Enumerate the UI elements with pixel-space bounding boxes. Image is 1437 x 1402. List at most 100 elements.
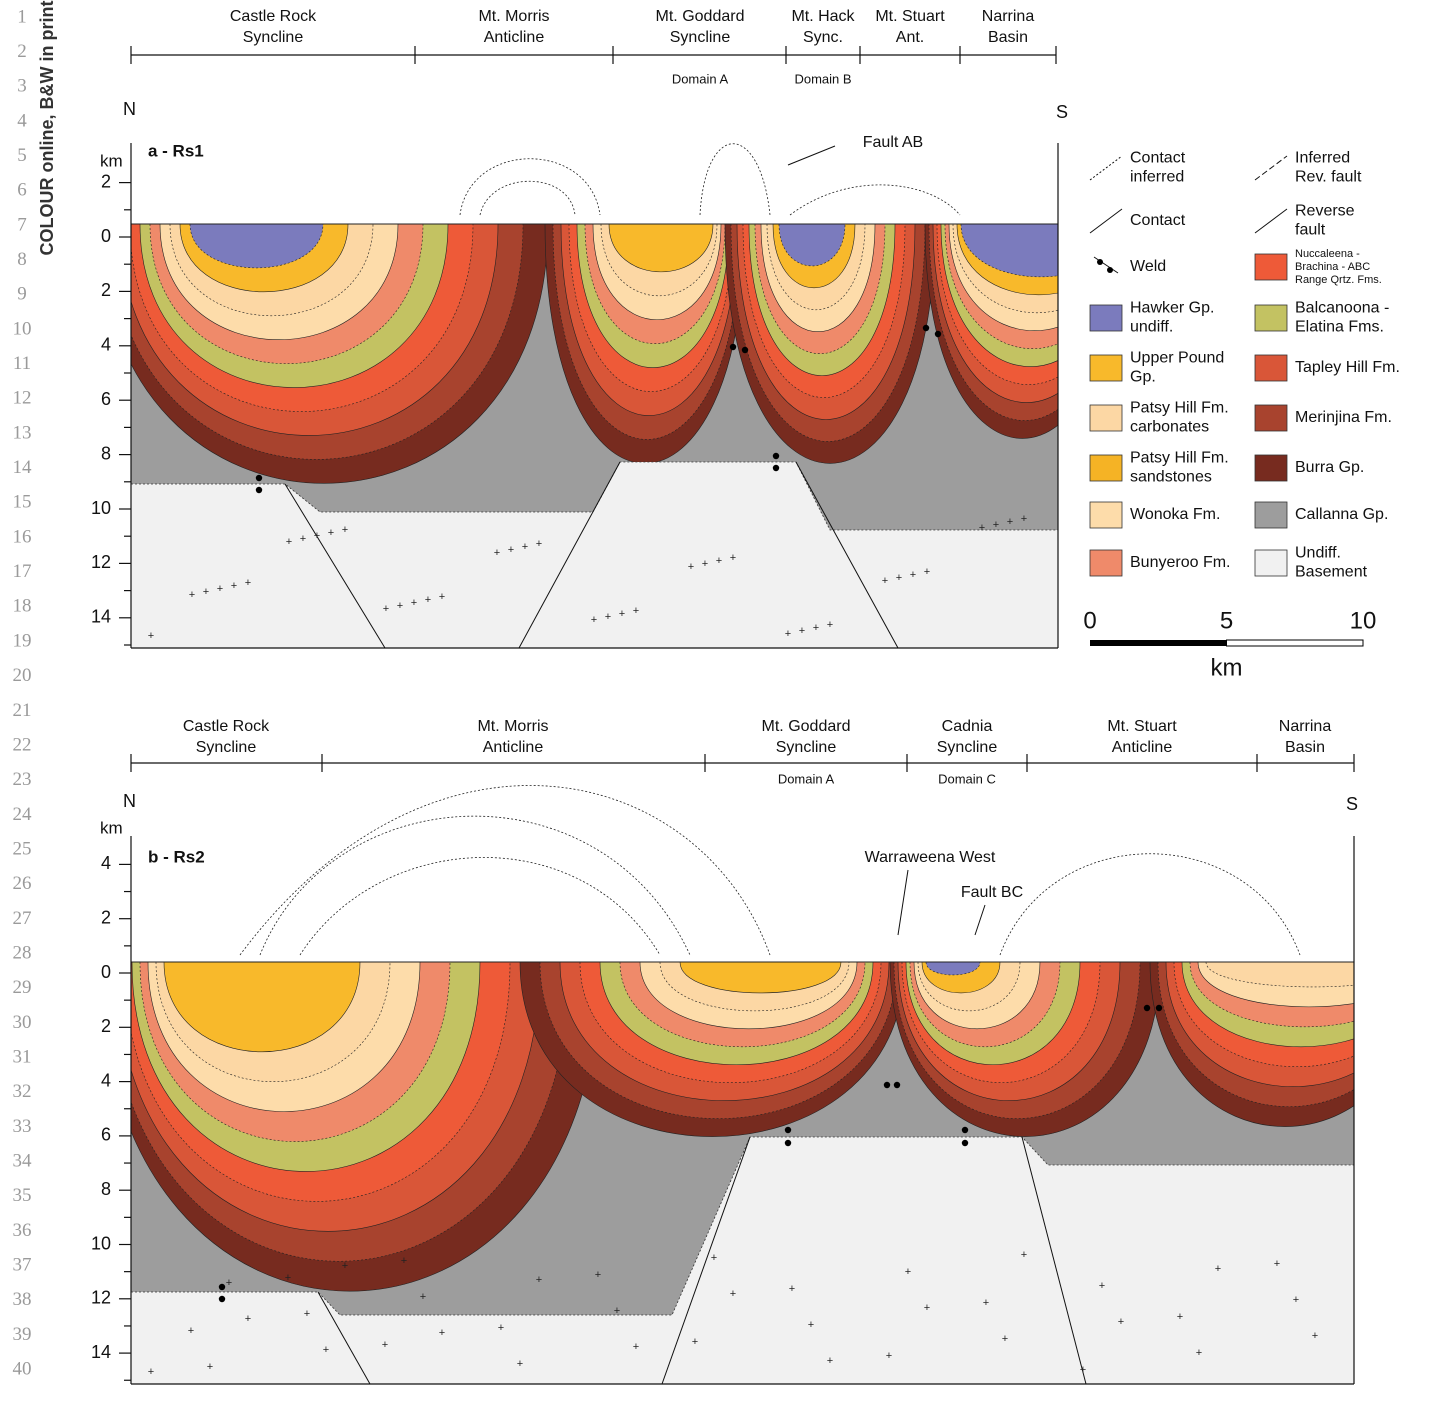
legend-label: Elatina Fms. [1295,319,1384,336]
basement-cross: + [508,544,514,556]
basement-cross: + [905,1266,911,1278]
basement-cross: + [439,591,445,603]
line-number: 15 [13,492,32,513]
basement-cross: + [1007,516,1013,528]
legend-symbol [1090,209,1122,233]
legend-label: Basement [1295,564,1368,581]
weld [935,331,941,337]
line-number: 14 [13,457,33,478]
line-number: 27 [13,908,32,929]
legend-label: Gp. [1130,369,1156,386]
weld [785,1140,791,1146]
basement-cross: + [382,1339,388,1351]
basement-cross: + [300,533,306,545]
basement-cross: + [633,1341,639,1353]
eroded-contact [300,857,660,955]
domain-name: Basin [1285,739,1325,756]
legend-label: Brachina - ABC [1295,261,1370,273]
legend-label: Contact [1130,150,1186,167]
legend-label: fault [1295,222,1326,239]
line-number: 4 [17,110,27,131]
line-number: 5 [17,145,27,166]
line-number: 21 [13,700,32,721]
domain-name: Anticline [483,739,544,756]
basement-cross: + [595,1269,601,1281]
line-number: 28 [13,942,32,963]
leader [898,870,908,935]
domain-name: Mt. Goddard [762,718,851,735]
line-number: 25 [13,838,32,859]
depth-tick-label: 12 [91,1288,111,1308]
line-number: 20 [13,665,32,686]
basement-cross: + [692,1336,698,1348]
basement-cross: + [498,1322,504,1334]
eroded-contact [1000,854,1300,955]
line-number: 32 [13,1081,32,1102]
basement-cross: + [425,594,431,606]
line-number: 17 [13,561,32,582]
basement-cross: + [910,569,916,581]
basement-cross: + [1293,1294,1299,1306]
legend-label: Balcanoona - [1295,300,1389,317]
legend-label: Patsy Hill Fm. [1130,400,1229,417]
basement-cross: + [1099,1280,1105,1292]
line-number: 6 [17,180,27,201]
legend-swatch [1090,455,1122,481]
legend-swatch [1090,405,1122,431]
legend-label: Wonoka Fm. [1130,506,1220,523]
domain-name: Castle Rock [183,718,270,735]
weld [773,465,779,471]
domain-name: Basin [988,29,1028,46]
legend-swatch [1090,305,1122,331]
panel-title: a - Rs1 [148,141,204,160]
basement-cross: + [383,603,389,615]
domain-name: Mt. Stuart [1107,718,1177,735]
basement-cross: + [522,541,528,553]
domain-label: Domain A [672,71,729,86]
depth-tick-label: 14 [91,1342,111,1362]
domain-name: Anticline [484,29,545,46]
legend-label: Weld [1130,258,1166,275]
depth-tick-label: 4 [101,335,111,355]
leader [975,905,985,935]
legend-label: Reverse [1295,203,1355,220]
basement-cross: + [1118,1316,1124,1328]
weld [962,1140,968,1146]
weld [742,347,748,353]
depth-tick-label: 8 [101,1179,111,1199]
line-number: 18 [13,596,32,617]
legend-symbol [1097,259,1103,265]
line-number: 10 [13,318,32,339]
basement-cross: + [1021,513,1027,525]
section-b-geology: ++++++++++++++++++++++++++++++++++++++++ [100,962,1420,1384]
legend-label: Patsy Hill Fm. [1130,450,1229,467]
weld [962,1127,968,1133]
basement-cross: + [1021,1249,1027,1261]
basement-cross: + [286,536,292,548]
domain-label: Domain A [778,771,835,786]
basement-cross: + [231,580,237,592]
legend-swatch [1255,550,1287,576]
line-number: 1 [17,6,27,27]
domain-name: Syncline [776,739,837,756]
depth-tick-label: 10 [91,1233,111,1253]
scale-bar-black [1090,640,1227,646]
legend-swatch [1255,254,1287,280]
basement-cross: + [401,1255,407,1267]
legend-symbol [1090,156,1122,180]
domain-name: Castle Rock [230,8,317,25]
eroded-contact [260,816,690,955]
basement-cross: + [789,1283,795,1295]
section-a-geology: ++++++++++++++++++++++++++++++++++++++++ [100,224,1120,648]
scale-bar-white [1227,640,1364,646]
basement-cross: + [711,1252,717,1264]
weld [219,1284,225,1290]
domain-name: Mt. Morris [478,8,549,25]
basement-cross: + [536,1274,542,1286]
figure: COLOUR online, B&W in print ++++++++++++… [0,0,1437,1402]
line-number: 37 [13,1254,32,1275]
basement-cross: + [896,572,902,584]
line-number: 22 [13,734,32,755]
line-number: 40 [13,1358,32,1379]
basement-cross: + [633,605,639,617]
